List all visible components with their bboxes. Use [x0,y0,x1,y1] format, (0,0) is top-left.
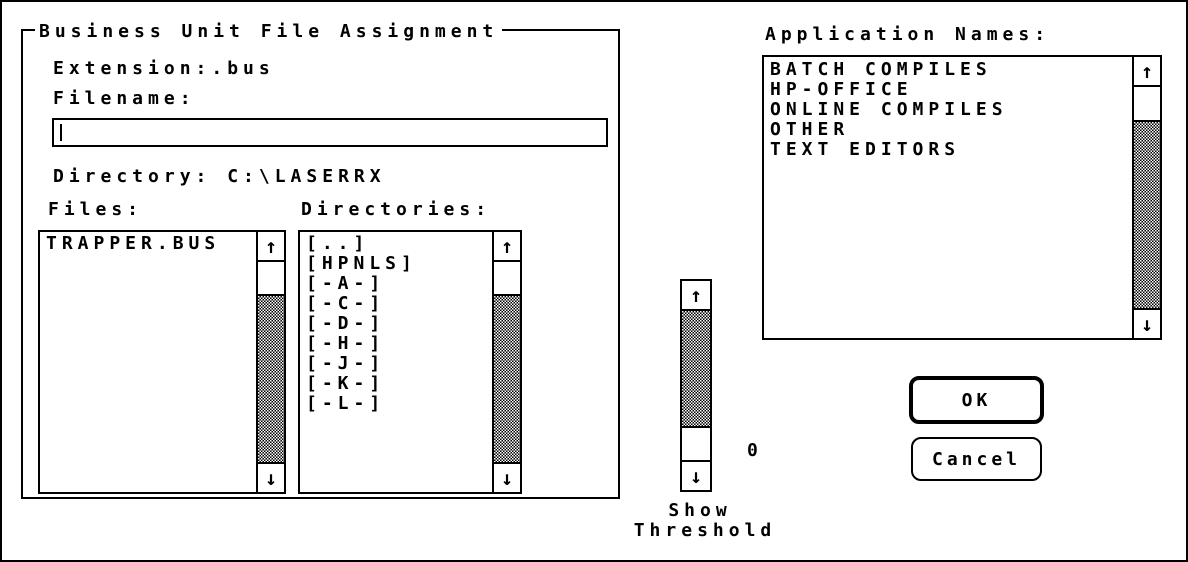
cancel-label: Cancel [931,448,1022,470]
arrow-down-icon[interactable]: ↓ [258,462,284,492]
application-names-label: Application Names: [765,24,1051,45]
ok-label: OK [961,389,992,411]
arrow-up-icon[interactable]: ↑ [494,232,520,262]
directory-label: Directory: C:\LASERRX [53,166,386,187]
threshold-label-threshold: Threshold [633,520,777,541]
directory-item[interactable]: [-J-] [306,353,386,374]
directories-label: Directories: [301,199,492,220]
scroll-thumb[interactable] [494,262,520,296]
directory-item[interactable]: [HPNLS] [306,253,417,274]
directory-item[interactable]: [-H-] [306,333,386,354]
application-scrollbar[interactable]: ↑ ↓ [1132,57,1160,338]
arrow-up-icon[interactable]: ↑ [258,232,284,262]
application-names-list[interactable]: BATCH COMPILES HP-OFFICE ONLINE COMPILES… [762,55,1162,340]
directory-item[interactable]: [..] [306,233,370,254]
threshold-scrollbar[interactable]: ↑ ↓ [680,279,712,492]
directory-item[interactable]: [-L-] [306,393,386,414]
directory-item[interactable]: [-K-] [306,373,386,394]
cancel-button[interactable]: Cancel [911,437,1042,481]
scroll-track[interactable] [682,311,710,426]
scroll-thumb[interactable] [258,262,284,296]
scroll-thumb[interactable] [1134,87,1160,122]
scroll-track[interactable] [1134,122,1160,308]
arrow-down-icon[interactable]: ↓ [682,460,710,490]
arrow-down-icon[interactable]: ↓ [494,462,520,492]
file-item[interactable]: TRAPPER.BUS [46,233,221,254]
text-cursor [60,124,62,141]
filename-label: Filename: [53,88,196,109]
directory-item[interactable]: [-A-] [306,273,386,294]
ok-button[interactable]: OK [909,376,1044,424]
application-item[interactable]: HP-OFFICE [770,79,913,100]
files-label: Files: [48,199,144,220]
scroll-track[interactable] [494,296,520,462]
threshold-label-show: Show [668,500,732,521]
filename-input[interactable] [52,118,608,147]
arrow-up-icon[interactable]: ↑ [1134,57,1160,87]
application-item[interactable]: ONLINE COMPILES [770,99,1008,120]
extension-label: Extension:.bus [53,58,275,79]
group-title: Business Unit File Assignment [35,22,503,42]
arrow-down-icon[interactable]: ↓ [1134,308,1160,338]
application-item[interactable]: BATCH COMPILES [770,59,992,80]
application-item[interactable]: OTHER [770,119,850,140]
scroll-thumb[interactable] [682,426,710,460]
files-list[interactable]: TRAPPER.BUS ↑ ↓ [38,230,286,494]
arrow-up-icon[interactable]: ↑ [682,281,710,311]
directory-item[interactable]: [-C-] [306,293,386,314]
directory-item[interactable]: [-D-] [306,313,386,334]
directories-scrollbar[interactable]: ↑ ↓ [492,232,520,492]
scroll-track[interactable] [258,296,284,462]
application-item[interactable]: TEXT EDITORS [770,139,961,160]
files-scrollbar[interactable]: ↑ ↓ [256,232,284,492]
threshold-value: 0 [747,440,763,461]
directories-list[interactable]: [..] [HPNLS] [-A-] [-C-] [-D-] [-H-] [-J… [298,230,522,494]
